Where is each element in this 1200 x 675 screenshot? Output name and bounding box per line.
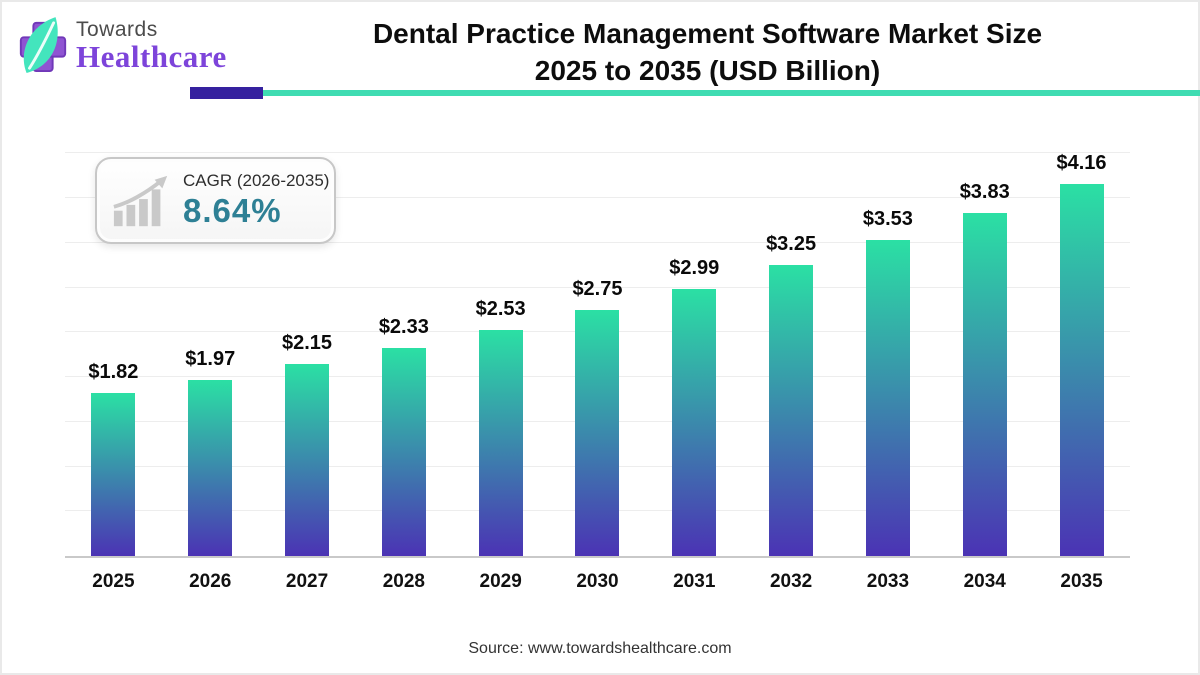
underline-purple-segment [190,87,263,99]
bar-2033 [865,240,910,556]
bar-slot: $1.97 [162,140,259,556]
bar-2026 [188,379,233,556]
logo-text: Towards Healthcare [76,18,227,75]
bar-value-label: $1.82 [88,361,139,384]
x-tick-2028: 2028 [382,571,425,592]
cagr-value: 8.64% [183,192,282,229]
bar-value-label: $3.53 [862,208,913,231]
bar-2032 [769,265,814,556]
bar-slot: $3.53 [840,140,937,556]
x-tick-2025: 2025 [92,571,135,592]
bar-value-label: $2.33 [378,315,429,338]
x-tick-2030: 2030 [576,571,619,592]
logo-line2: Healthcare [76,38,227,74]
bar-slot: $2.15 [259,140,356,556]
cagr-text: CAGR (2026-2035) 8.64% [183,171,329,230]
bar-value-label: $2.75 [572,278,623,300]
x-tick-2029: 2029 [479,571,522,592]
bars-row: $1.82 $1.97 $2.15 $2.33 $2.53 $2.75 $2.99 $3.25… [65,140,1130,556]
bar-value-label: $2.99 [669,256,720,279]
bar-2025 [91,393,136,556]
x-tick-2026: 2026 [189,571,232,592]
bar-value-label: $1.97 [185,347,236,370]
x-tick-2032: 2032 [769,571,813,592]
growth-bar-chart-arrow-icon [113,175,168,226]
bar-2034 [962,213,1007,556]
gridline [65,152,1130,154]
title-underline [0,87,1200,100]
x-tick-2034: 2034 [963,571,1006,592]
bar-slot: $2.53 [452,140,549,556]
bar-2029 [478,329,523,556]
x-tick-2027: 2027 [285,571,329,592]
bar-value-label: $4.16 [1056,151,1107,174]
x-tick-2033: 2033 [866,571,910,592]
logo: Towards Healthcare [16,13,227,79]
chart-title-line1: Dental Practice Management Software Mark… [372,18,1043,49]
chart-title: Dental Practice Management Software Mark… [215,15,1200,89]
logo-line1: Towards [76,17,158,41]
healthcare-cross-leaf-icon [19,17,67,74]
x-tick-2031: 2031 [673,571,716,592]
gridline [65,241,1130,243]
cagr-label: CAGR (2026-2035) [183,171,330,190]
bar-slot: $2.99 [646,140,743,556]
bar-2030 [575,310,620,556]
bar-value-label: $2.15 [282,331,333,354]
bar-value-label: $3.25 [766,233,817,256]
gridline [65,286,1130,288]
underline-teal-segment [263,90,1200,96]
gridline [65,197,1130,199]
bar-slot: $3.25 [743,140,840,556]
bar-2031 [672,288,717,556]
chart-title-line2: 2025 to 2035 (USD Billion) [534,55,881,86]
x-axis-line [65,556,1130,558]
bar-slot: $2.33 [355,140,452,556]
source-note: Source: www.towardshealthcare.com [468,640,732,657]
bar-2027 [285,363,330,556]
plot-area: $1.82 $1.97 $2.15 $2.33 $2.53 $2.75 $2.99 $3.25… [65,140,1130,556]
bar-value-label: $3.83 [959,181,1010,204]
bar-2028 [381,347,426,556]
x-axis-labels: 2025 2026 2027 2028 2029 2030 2031 2032 2033 2034… [65,571,1130,593]
bar-slot: $2.75 [549,140,646,556]
bar-slot: $1.82 [65,140,162,556]
bar-value-label: $2.53 [475,297,526,320]
cagr-badge: CAGR (2026-2035) 8.64% [95,157,336,244]
bar-2035 [1059,183,1104,556]
bar-chart: $1.82 $1.97 $2.15 $2.33 $2.53 $2.75 $2.99 $3.25… [65,140,1130,593]
x-tick-2035: 2035 [1060,571,1103,592]
bar-slot: $4.16 [1033,140,1130,556]
bar-slot: $3.83 [936,140,1033,556]
